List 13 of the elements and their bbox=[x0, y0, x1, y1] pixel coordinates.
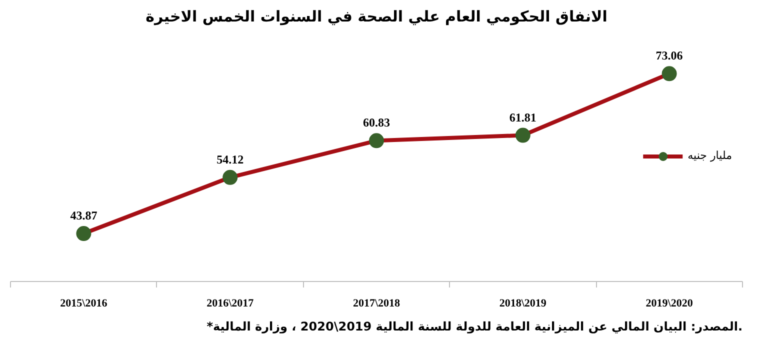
data-label: 73.06 bbox=[656, 48, 683, 63]
data-label: 60.83 bbox=[363, 116, 390, 130]
legend-label: مليار جنيه bbox=[688, 149, 732, 162]
x-tick-label: 2016\2017 bbox=[206, 298, 254, 310]
data-label: 54.12 bbox=[216, 152, 244, 166]
x-tick-label: 2017\2018 bbox=[352, 298, 401, 310]
x-tick-label: 2019\2020 bbox=[646, 298, 694, 310]
text: *المصدر: البيان المالي عن الميزانية العامة للدولة للسنة المالية 2019\2020 ، وزارة المالية. bbox=[206, 320, 743, 334]
data-label: 61.81 bbox=[509, 110, 536, 124]
chart-title: الانفاق الحكومي العام علي الصحة في السنوات الخمس الاخيرة bbox=[146, 8, 608, 26]
data-label: 43.87 bbox=[70, 208, 98, 223]
x-tick-label: 2018\2019 bbox=[499, 298, 547, 310]
x-tick-label: 2015\2016 bbox=[60, 298, 108, 310]
